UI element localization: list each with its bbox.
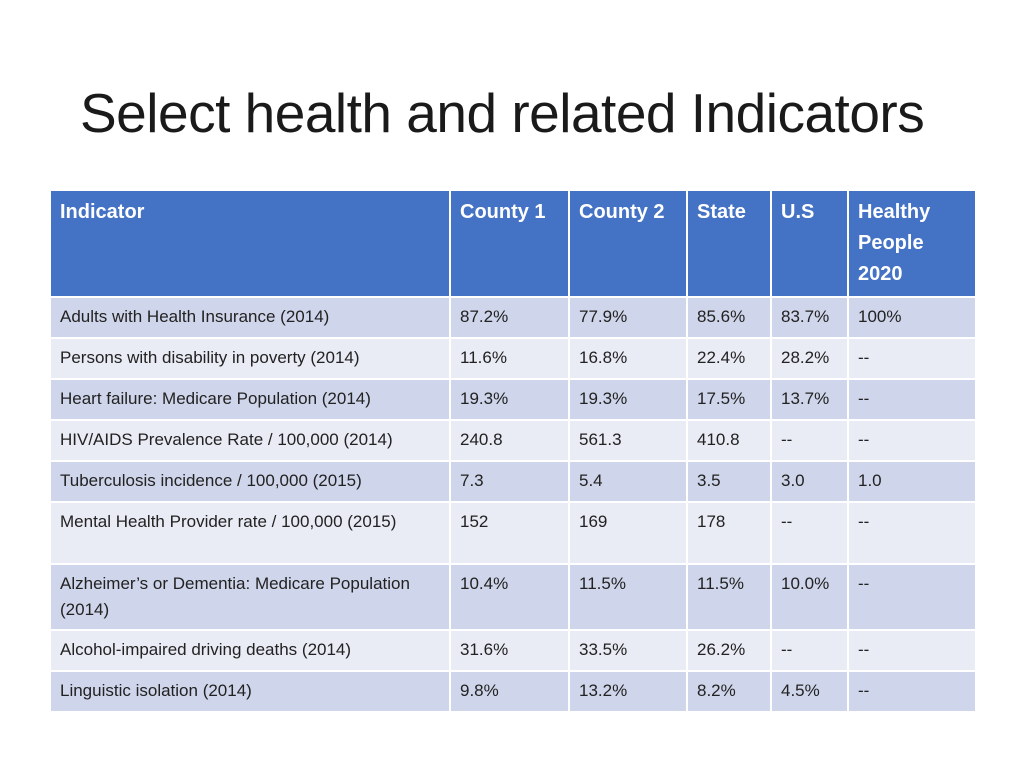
indicator-cell: HIV/AIDS Prevalence Rate / 100,000 (2014…	[49, 419, 451, 462]
county-1-cell: 152	[449, 501, 570, 565]
county-1-cell: 240.8	[449, 419, 570, 462]
slide-title: Select health and related Indicators	[80, 82, 925, 144]
header-us: U.S	[770, 189, 849, 298]
state-cell: 17.5%	[686, 378, 772, 421]
healthy-people-cell: 100%	[847, 296, 977, 339]
healthy-people-cell: --	[847, 378, 977, 421]
county-2-cell: 13.2%	[568, 670, 688, 713]
county-1-cell: 9.8%	[449, 670, 570, 713]
us-cell: 4.5%	[770, 670, 849, 713]
county-2-cell: 561.3	[568, 419, 688, 462]
indicator-cell: Adults with Health Insurance (2014)	[49, 296, 451, 339]
us-cell: 13.7%	[770, 378, 849, 421]
healthy-people-cell: --	[847, 563, 977, 631]
table-row: Heart failure: Medicare Population (2014…	[49, 378, 977, 421]
state-cell: 178	[686, 501, 772, 565]
table-row: Alcohol-impaired driving deaths (2014) 3…	[49, 629, 977, 672]
healthy-people-cell: 1.0	[847, 460, 977, 503]
indicator-cell: Persons with disability in poverty (2014…	[49, 337, 451, 380]
us-cell: 10.0%	[770, 563, 849, 631]
indicator-cell: Heart failure: Medicare Population (2014…	[49, 378, 451, 421]
table-header-row: Indicator County 1 County 2 State U.S He…	[49, 189, 977, 298]
county-1-cell: 31.6%	[449, 629, 570, 672]
us-cell: 83.7%	[770, 296, 849, 339]
county-2-cell: 16.8%	[568, 337, 688, 380]
state-cell: 8.2%	[686, 670, 772, 713]
us-cell: --	[770, 629, 849, 672]
indicator-cell: Linguistic isolation (2014)	[49, 670, 451, 713]
county-2-cell: 5.4	[568, 460, 688, 503]
us-cell: --	[770, 501, 849, 565]
healthy-people-cell: --	[847, 501, 977, 565]
us-cell: 28.2%	[770, 337, 849, 380]
county-2-cell: 33.5%	[568, 629, 688, 672]
county-1-cell: 19.3%	[449, 378, 570, 421]
header-county-1: County 1	[449, 189, 570, 298]
healthy-people-cell: --	[847, 670, 977, 713]
table-row: HIV/AIDS Prevalence Rate / 100,000 (2014…	[49, 419, 977, 462]
state-cell: 3.5	[686, 460, 772, 503]
state-cell: 11.5%	[686, 563, 772, 631]
table-row: Linguistic isolation (2014) 9.8% 13.2% 8…	[49, 670, 977, 713]
header-state: State	[686, 189, 772, 298]
healthy-people-cell: --	[847, 419, 977, 462]
us-cell: --	[770, 419, 849, 462]
county-2-cell: 19.3%	[568, 378, 688, 421]
county-1-cell: 10.4%	[449, 563, 570, 631]
county-1-cell: 87.2%	[449, 296, 570, 339]
healthy-people-cell: --	[847, 337, 977, 380]
state-cell: 85.6%	[686, 296, 772, 339]
healthy-people-cell: --	[847, 629, 977, 672]
indicator-cell: Mental Health Provider rate / 100,000 (2…	[49, 501, 451, 565]
county-2-cell: 11.5%	[568, 563, 688, 631]
table-row: Mental Health Provider rate / 100,000 (2…	[49, 501, 977, 565]
header-indicator: Indicator	[49, 189, 451, 298]
us-cell: 3.0	[770, 460, 849, 503]
indicator-cell: Tuberculosis incidence / 100,000 (2015)	[49, 460, 451, 503]
header-county-2: County 2	[568, 189, 688, 298]
header-healthy-people-2020: Healthy People 2020	[847, 189, 977, 298]
table-row: Adults with Health Insurance (2014) 87.2…	[49, 296, 977, 339]
indicators-table: Indicator County 1 County 2 State U.S He…	[49, 189, 977, 713]
county-1-cell: 11.6%	[449, 337, 570, 380]
table-row: Alzheimer’s or Dementia: Medicare Popula…	[49, 563, 977, 631]
indicator-cell: Alzheimer’s or Dementia: Medicare Popula…	[49, 563, 451, 631]
county-1-cell: 7.3	[449, 460, 570, 503]
table-row: Tuberculosis incidence / 100,000 (2015) …	[49, 460, 977, 503]
county-2-cell: 77.9%	[568, 296, 688, 339]
state-cell: 22.4%	[686, 337, 772, 380]
table-row: Persons with disability in poverty (2014…	[49, 337, 977, 380]
state-cell: 26.2%	[686, 629, 772, 672]
indicator-cell: Alcohol-impaired driving deaths (2014)	[49, 629, 451, 672]
county-2-cell: 169	[568, 501, 688, 565]
state-cell: 410.8	[686, 419, 772, 462]
